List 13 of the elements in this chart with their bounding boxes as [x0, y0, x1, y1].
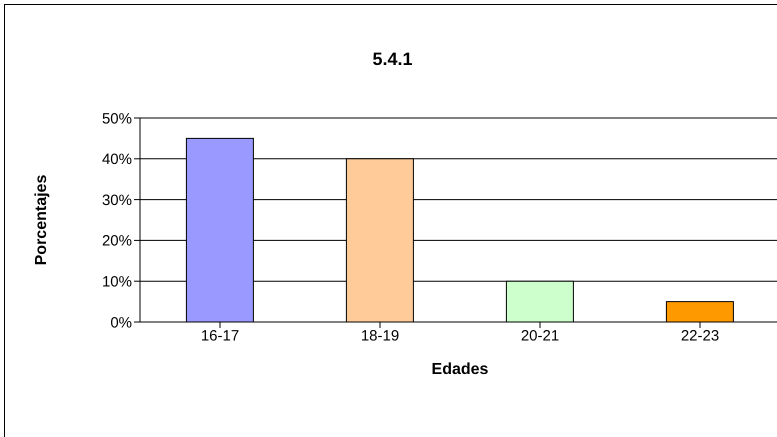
y-tick-label: 40%	[102, 151, 132, 168]
y-axis-title: Porcentajes	[33, 174, 51, 266]
y-tick-label: 20%	[102, 232, 132, 250]
chart-title: 5.4.1	[371, 49, 414, 70]
x-tick-label: 20-21	[520, 328, 560, 345]
x-axis-title: Edades	[430, 361, 490, 379]
y-tick-label: 50%	[102, 110, 132, 128]
x-tick-label: 16-17	[200, 328, 240, 345]
y-tick-label: 0%	[110, 314, 132, 332]
x-tick-label: 18-19	[360, 328, 400, 345]
x-tick-label: 22-23	[680, 328, 720, 345]
y-tick-label: 30%	[102, 192, 132, 209]
y-tick-label: 10%	[102, 274, 132, 291]
